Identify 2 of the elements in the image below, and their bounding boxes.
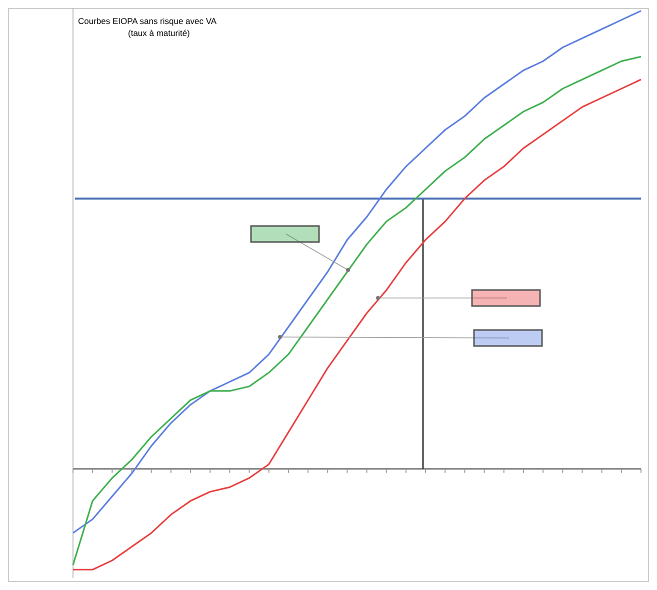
text: Courbes EIOPA sans risque avec VA (78, 16, 217, 26)
text: (taux à maturité) (128, 28, 190, 38)
